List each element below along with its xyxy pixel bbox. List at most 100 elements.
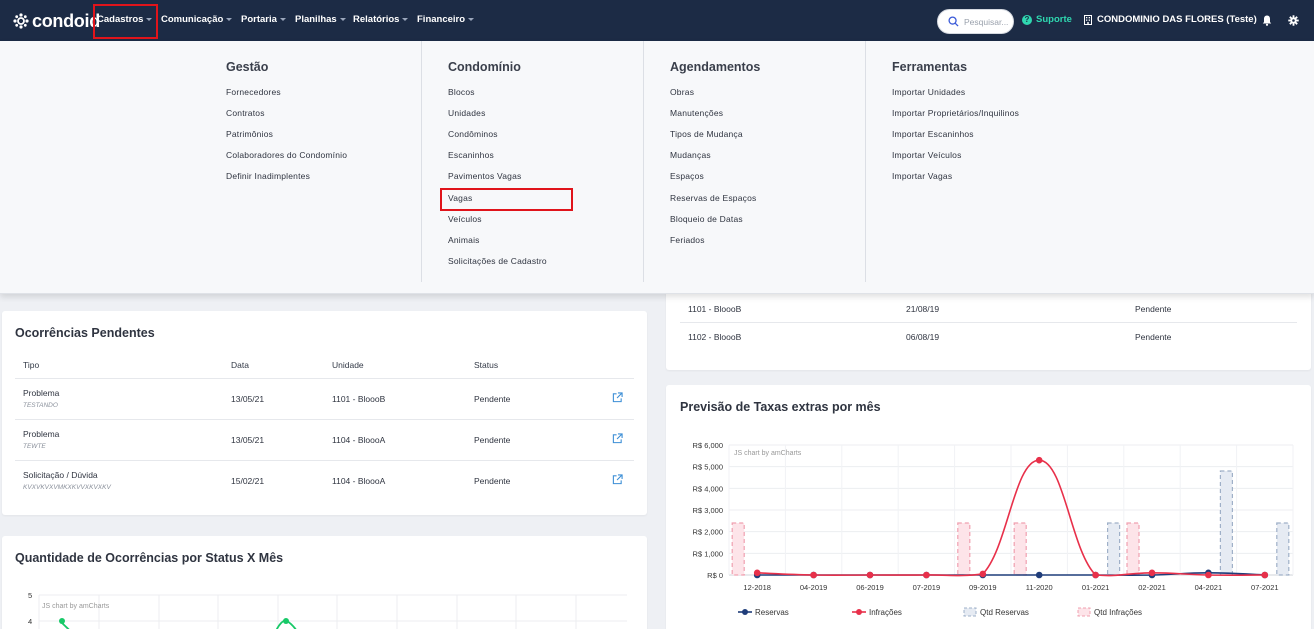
bar-qtd-infracoes [957, 522, 971, 576]
menu-column-title: Agendamentos [670, 60, 761, 74]
row-data: 15/02/21 [231, 476, 265, 486]
chart-credit: JS chart by amCharts [734, 450, 802, 457]
legend-label: Qtd Reservas [980, 607, 1029, 617]
legend-marker-icon [738, 609, 752, 615]
legend-item[interactable]: Reservas [738, 607, 789, 617]
nav-item-portaria[interactable]: Portaria [241, 14, 286, 25]
table-cell-unidade: 1101 - BloooB [688, 304, 742, 314]
y-tick-label: R$ 5,000 [693, 463, 723, 472]
menu-item[interactable]: Tipos de Mudança [670, 129, 743, 140]
row-status: Pendente [474, 435, 511, 445]
vagas-highlight-box [440, 188, 573, 211]
col-header-data[interactable]: Data [231, 360, 249, 370]
row-unidade: 1104 - BloooA [332, 476, 386, 486]
nav-item-comunicacao[interactable]: Comunicação [161, 14, 233, 25]
nav-item-cadastros[interactable]: Cadastros [97, 14, 153, 25]
x-tick-label: 12-2018 [743, 583, 771, 592]
open-external-icon[interactable] [612, 392, 623, 403]
menu-item[interactable]: Importar Vagas [892, 171, 953, 182]
menu-item[interactable]: Animais [448, 234, 480, 245]
menu-item[interactable]: Importar Unidades [892, 87, 966, 97]
menu-item[interactable]: Importar Proprietários/Inquilinos [892, 108, 1020, 119]
menu-item[interactable]: Obras [670, 87, 695, 97]
open-external-icon[interactable] [612, 433, 623, 444]
row-divider [15, 460, 634, 461]
x-tick-label: 01-2021 [1082, 583, 1110, 592]
nav-item-financeiro[interactable]: Financeiro [417, 14, 475, 25]
x-tick-label: 09-2019 [969, 583, 997, 592]
menu-item[interactable]: Espaços [670, 171, 705, 182]
nav-item-relatorios[interactable]: Relatórios [353, 14, 409, 25]
menu-item[interactable]: Bloqueio de Datas [670, 213, 743, 224]
legend-item[interactable]: Qtd Infrações [1077, 607, 1142, 617]
bar-qtd-reservas [1107, 522, 1121, 576]
status-chart-card: Quantidade de Ocorrências por Status X M… [2, 536, 647, 629]
open-external-icon[interactable] [612, 474, 623, 485]
support-label: Suporte [1036, 14, 1072, 25]
row-tipo: Problema [23, 429, 60, 439]
nav-item-planilhas[interactable]: Planilhas [295, 14, 346, 25]
condo-label: CONDOMINIO DAS FLORES (Teste) [1097, 14, 1257, 25]
menu-item[interactable]: Mudanças [670, 150, 711, 161]
gear-icon[interactable] [1288, 15, 1299, 26]
condo-selector[interactable]: CONDOMINIO DAS FLORES (Teste) [1084, 14, 1257, 25]
taxas-chart-title: Previsão de Taxas extras por mês [680, 400, 881, 414]
menu-item[interactable]: Reservas de Espaços [670, 192, 757, 203]
chevron-down-icon [468, 18, 475, 21]
menu-item[interactable]: Blocos [448, 87, 475, 97]
chevron-down-icon [402, 18, 409, 21]
menu-item[interactable]: Condôminos [448, 129, 498, 140]
y-tick-label: R$ 1,000 [693, 549, 723, 558]
header-divider [15, 378, 634, 379]
bar-qtd-infracoes [1013, 522, 1027, 576]
y-tick-label: R$ 3,000 [693, 506, 723, 515]
menu-item[interactable]: Patrimônios [226, 129, 274, 140]
col-header-tipo[interactable]: Tipo [23, 360, 40, 370]
menu-item[interactable]: Definir Inadimplentes [226, 171, 311, 182]
ocorrencias-card: Ocorrências Pendentes Tipo Data Unidade … [2, 311, 647, 515]
menu-item[interactable]: Manutenções [670, 108, 724, 119]
brand-logo[interactable]: condoid [13, 10, 100, 32]
legend-label: Qtd Infrações [1094, 607, 1143, 617]
menu-item[interactable]: Escaninhos [448, 150, 494, 161]
table-cell-status: Pendente [1135, 304, 1172, 314]
chevron-down-icon [339, 18, 346, 21]
row-status: Pendente [474, 476, 511, 486]
menu-item[interactable]: Pavimentos Vagas [448, 171, 522, 182]
point-infracoes [866, 571, 874, 579]
row-description: TEWTE [23, 443, 46, 450]
menu-column-1: Gestão Fornecedores Contratos Patrimônios Co… [214, 41, 422, 282]
line-infracoes [757, 459, 1265, 577]
bar-qtd-infracoes [1126, 522, 1140, 576]
col-header-status[interactable]: Status [474, 360, 499, 370]
search-input[interactable] [964, 16, 1012, 27]
chart-credit: JS chart by amCharts [42, 603, 110, 610]
menu-item[interactable]: Feriados [670, 234, 705, 245]
support-link[interactable]: ? Suporte [1022, 14, 1072, 25]
table-cell-data: 06/08/19 [906, 332, 940, 342]
nav-item-label: Comunicação [161, 14, 224, 25]
row-divider [15, 419, 634, 420]
menu-item[interactable]: Importar Veículos [892, 150, 962, 161]
menu-item[interactable]: Solicitações de Cadastro [448, 255, 547, 266]
legend-marker-icon [963, 607, 977, 617]
status-series-point [59, 618, 65, 624]
menu-item[interactable]: Colaboradores do Condomínio [226, 150, 348, 161]
search-box[interactable] [937, 9, 1014, 34]
menu-item[interactable]: Unidades [448, 108, 486, 119]
menu-item[interactable]: Contratos [226, 108, 265, 119]
menu-item[interactable]: Veículos [448, 213, 482, 224]
point-infracoes [1148, 569, 1156, 577]
logo-icon [13, 13, 29, 29]
menu-item[interactable]: Fornecedores [226, 87, 281, 97]
building-icon [1084, 14, 1092, 25]
table-cell-status: Pendente [1135, 332, 1172, 342]
bell-icon[interactable] [1262, 15, 1272, 26]
menu-column-title: Gestão [226, 60, 269, 74]
legend-item[interactable]: Infrações [852, 607, 902, 617]
col-header-unidade[interactable]: Unidade [332, 360, 364, 370]
menu-item[interactable]: Vagas [448, 192, 473, 203]
menu-item[interactable]: Importar Escaninhos [892, 129, 974, 140]
legend-item[interactable]: Qtd Reservas [963, 607, 1029, 617]
nav-item-label: Relatórios [353, 14, 400, 25]
